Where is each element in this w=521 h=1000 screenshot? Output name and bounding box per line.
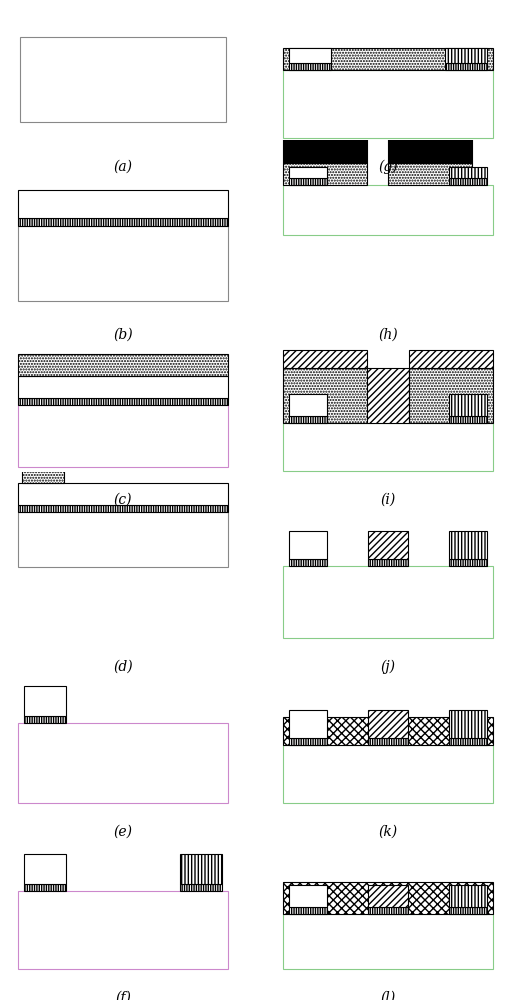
Text: (b): (b) [113,328,133,342]
Bar [409,368,493,423]
Bar [368,907,408,914]
Text: (k): (k) [378,825,398,839]
Bar [445,63,487,70]
Bar [289,907,327,914]
Bar [449,907,487,914]
Text: (j): (j) [380,660,395,674]
Text: (c): (c) [114,493,132,507]
Text: (e): (e) [114,825,132,839]
Bar [180,854,222,884]
Bar [449,559,487,566]
Bar [18,891,228,969]
Bar [18,512,228,567]
Bar [289,167,327,178]
Bar [18,505,228,512]
Bar [289,63,331,70]
Bar [18,190,228,218]
Bar [22,433,64,457]
Bar [283,135,367,163]
Bar [18,375,228,397]
Bar [449,885,487,907]
Bar [368,559,408,566]
Bar [283,350,367,368]
Bar [24,686,66,716]
Bar [180,884,222,891]
Text: (f): (f) [115,991,131,1000]
Bar [20,37,226,122]
Bar [289,559,327,566]
Bar [449,531,487,559]
Bar [18,404,228,466]
Bar [18,397,228,404]
Bar [18,483,228,505]
Text: (h): (h) [378,328,398,342]
Text: (l): (l) [380,991,395,1000]
Bar [368,885,408,907]
Bar [388,163,472,185]
Bar [18,226,228,300]
Bar [283,566,493,638]
Bar [388,135,472,163]
Bar [283,745,493,803]
Bar [449,416,487,423]
Bar [367,368,409,423]
Bar [24,854,66,884]
Bar [24,716,66,723]
Bar [24,884,66,891]
Bar [449,178,487,185]
Bar [22,457,64,483]
Bar [368,710,408,738]
Bar [283,368,367,423]
Bar [283,882,493,914]
Bar [283,185,493,235]
Bar [368,531,408,559]
Bar [283,914,493,969]
Bar [409,350,493,368]
Bar [289,531,327,559]
Bar [289,885,327,907]
Bar [18,354,228,375]
Bar [18,723,228,803]
Text: (g): (g) [378,160,398,174]
Bar [368,738,408,745]
Bar [18,218,228,226]
Bar [449,394,487,416]
Bar [449,710,487,738]
Text: (d): (d) [113,660,133,674]
Bar [283,70,493,138]
Bar [289,738,327,745]
Text: (a): (a) [114,160,132,174]
Bar [283,717,493,745]
Bar [445,48,487,63]
Bar [283,163,367,185]
Text: (i): (i) [380,493,395,507]
Bar [289,394,327,416]
Bar [283,48,493,70]
Bar [283,423,493,471]
Bar [449,167,487,178]
Bar [289,48,331,63]
Bar [449,738,487,745]
Bar [289,416,327,423]
Bar [289,178,327,185]
Bar [289,710,327,738]
